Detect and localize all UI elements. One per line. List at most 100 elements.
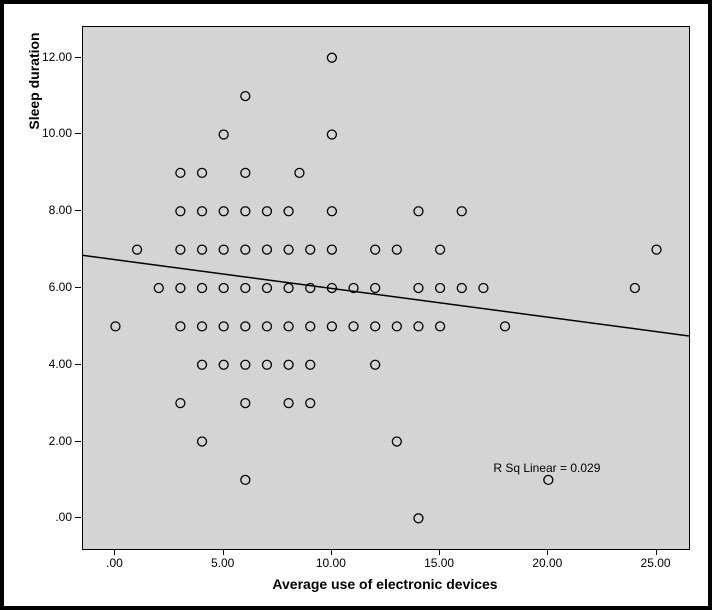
data-point <box>284 322 293 331</box>
data-point <box>457 207 466 216</box>
data-point <box>198 360 207 369</box>
plot-area: R Sq Linear = 0.029 <box>82 26 690 550</box>
data-point <box>630 284 639 293</box>
data-point <box>306 399 315 408</box>
data-point <box>327 322 336 331</box>
data-point <box>306 245 315 254</box>
y-tick-mark <box>75 287 81 288</box>
data-point <box>176 284 185 293</box>
y-tick-mark <box>75 517 81 518</box>
data-point <box>544 475 553 484</box>
data-point <box>241 399 250 408</box>
data-point <box>436 322 445 331</box>
data-point <box>219 130 228 139</box>
data-point <box>241 168 250 177</box>
data-point <box>241 475 250 484</box>
data-point <box>198 322 207 331</box>
data-point <box>176 399 185 408</box>
data-point <box>414 514 423 523</box>
regression-line <box>83 255 689 336</box>
x-tick-label: 20.00 <box>532 556 562 570</box>
data-point <box>241 207 250 216</box>
data-point <box>284 207 293 216</box>
y-tick-mark <box>75 133 81 134</box>
y-tick-mark <box>75 441 81 442</box>
y-tick-mark <box>75 364 81 365</box>
data-point <box>327 53 336 62</box>
x-tick-mark <box>439 549 440 555</box>
x-tick-mark <box>331 549 332 555</box>
data-point <box>652 245 661 254</box>
data-point <box>241 322 250 331</box>
y-tick-label: 4.00 <box>34 357 72 371</box>
data-point <box>327 207 336 216</box>
data-point <box>284 399 293 408</box>
data-point <box>371 245 380 254</box>
data-point <box>262 322 271 331</box>
x-tick-label: .00 <box>106 556 123 570</box>
data-point <box>219 207 228 216</box>
y-tick-label: 6.00 <box>34 280 72 294</box>
data-point <box>198 284 207 293</box>
data-point <box>241 245 250 254</box>
y-tick-label: 10.00 <box>34 126 72 140</box>
x-axis-label: Average use of electronic devices <box>82 576 688 592</box>
y-tick-label: 8.00 <box>34 203 72 217</box>
data-point <box>262 360 271 369</box>
data-point <box>219 322 228 331</box>
y-tick-label: 12.00 <box>34 50 72 64</box>
data-point <box>133 245 142 254</box>
data-point <box>241 284 250 293</box>
data-point <box>414 207 423 216</box>
data-point <box>198 437 207 446</box>
data-point <box>392 437 401 446</box>
chart-frame: R Sq Linear = 0.029 Sleep duration Avera… <box>0 0 712 610</box>
x-tick-label: 25.00 <box>641 556 671 570</box>
data-point <box>262 207 271 216</box>
data-point <box>414 322 423 331</box>
data-point <box>219 360 228 369</box>
data-point <box>241 360 250 369</box>
data-point <box>306 360 315 369</box>
data-point <box>111 322 120 331</box>
data-point <box>241 92 250 101</box>
data-point <box>176 245 185 254</box>
x-tick-label: 5.00 <box>211 556 234 570</box>
data-point <box>219 284 228 293</box>
rsq-annotation: R Sq Linear = 0.029 <box>493 461 600 475</box>
data-point <box>295 168 304 177</box>
y-tick-label: 2.00 <box>34 434 72 448</box>
data-point <box>327 130 336 139</box>
data-point <box>457 284 466 293</box>
data-point <box>436 245 445 254</box>
data-point <box>392 245 401 254</box>
y-tick-mark <box>75 210 81 211</box>
data-point <box>392 322 401 331</box>
data-point <box>198 207 207 216</box>
y-tick-mark <box>75 57 81 58</box>
data-point <box>176 322 185 331</box>
x-tick-label: 10.00 <box>316 556 346 570</box>
data-point <box>284 284 293 293</box>
data-point <box>349 322 358 331</box>
data-point <box>154 284 163 293</box>
data-point <box>176 168 185 177</box>
x-tick-mark <box>547 549 548 555</box>
x-tick-mark <box>656 549 657 555</box>
data-point <box>198 245 207 254</box>
data-point <box>198 168 207 177</box>
data-point <box>479 284 488 293</box>
data-point <box>501 322 510 331</box>
data-point <box>327 245 336 254</box>
data-point <box>284 360 293 369</box>
data-point <box>284 245 293 254</box>
data-point <box>414 284 423 293</box>
data-point <box>436 284 445 293</box>
x-tick-mark <box>223 549 224 555</box>
data-point <box>176 207 185 216</box>
x-tick-label: 15.00 <box>424 556 454 570</box>
x-tick-mark <box>114 549 115 555</box>
data-point <box>306 322 315 331</box>
data-point <box>371 284 380 293</box>
y-tick-label: .00 <box>34 510 72 524</box>
